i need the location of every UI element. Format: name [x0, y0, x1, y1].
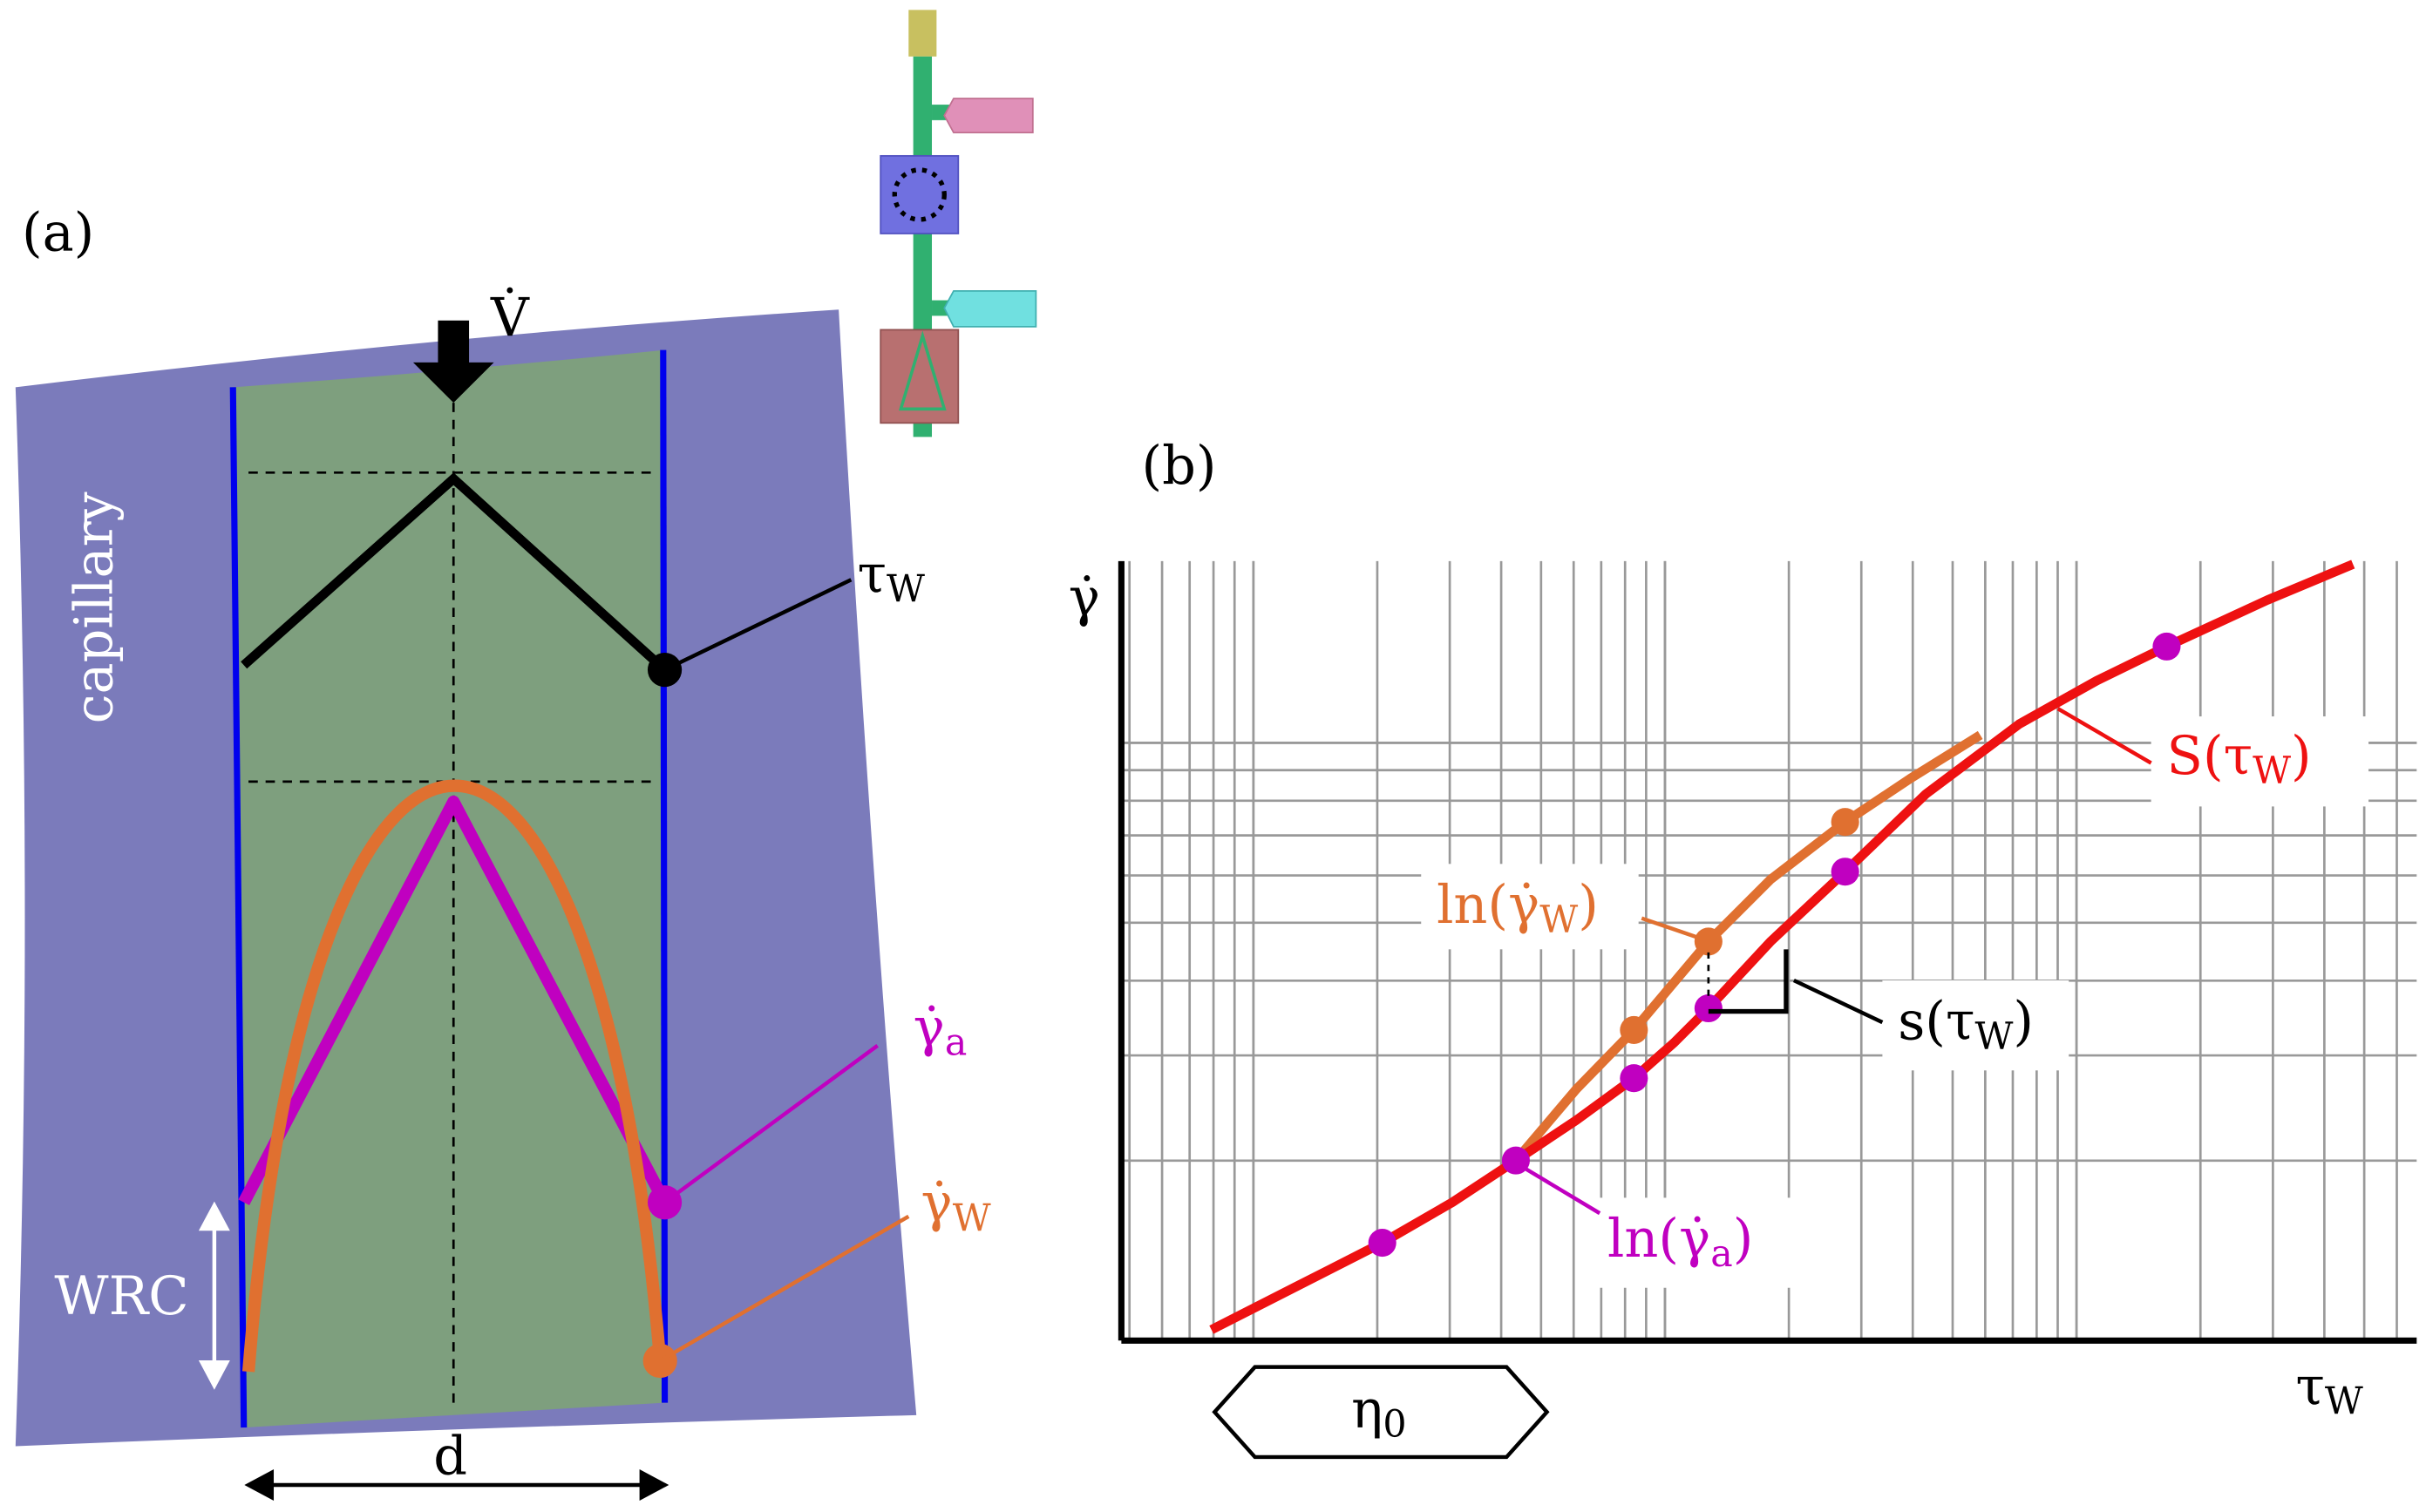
capillary-label: capillary	[64, 491, 125, 723]
leader	[659, 1214, 910, 1363]
leader	[663, 578, 853, 672]
text-part: )	[2013, 992, 2034, 1053]
leader	[663, 1043, 879, 1204]
eta0-label: η0	[1351, 1380, 1406, 1447]
text-part: )	[1578, 875, 1599, 936]
text-part: ln(	[1607, 1209, 1679, 1270]
wall-line	[660, 349, 669, 1403]
label-bg	[1421, 864, 1639, 950]
ln-gamma-a-label: ln(γ̇a)	[1607, 1209, 1753, 1276]
text-part: s(	[1898, 992, 1946, 1053]
text-part: W	[887, 567, 925, 611]
text-part: τ	[2224, 726, 2253, 787]
text-part: )	[2291, 726, 2312, 787]
label-bg	[2151, 716, 2369, 807]
ln-gamma-w-label: ln(γ̇W)	[1437, 875, 1599, 942]
text-part: η	[1351, 1380, 1383, 1441]
big-s-label: S(τW)	[2166, 726, 2311, 793]
text-part: 0	[1383, 1403, 1406, 1447]
text-part: S(	[2166, 726, 2223, 787]
label-bg	[1594, 1197, 1813, 1288]
x-axis-label: τW	[2295, 1356, 2363, 1423]
wall-shear-rate-profile	[241, 779, 667, 1373]
leader	[1520, 1164, 1601, 1216]
wall-line	[229, 387, 248, 1428]
flow-label: V̇	[490, 288, 530, 349]
flow-arrow	[412, 320, 494, 403]
gamma-w-label: γ̇W	[921, 1173, 991, 1240]
wrc-label: WRC	[54, 1266, 188, 1327]
text-part: τ	[1946, 992, 1975, 1053]
device-schematic	[880, 10, 1037, 437]
small-s-label: s(τW)	[1898, 992, 2034, 1059]
text-part: W	[2325, 1380, 2363, 1423]
text-part: τ	[2295, 1356, 2325, 1417]
text-part: )	[1733, 1209, 1754, 1270]
leader	[1641, 916, 1702, 940]
text-part: γ̇	[921, 1173, 953, 1234]
leader	[2056, 707, 2152, 765]
fluid	[233, 349, 665, 1428]
text-part: a	[1710, 1232, 1733, 1276]
leader	[1792, 978, 1884, 1025]
diameter-label: d	[433, 1427, 467, 1488]
ln-gamma-w-curve	[1512, 730, 1983, 1164]
apparent-shear-rate-profile	[238, 795, 670, 1206]
diameter-arrow	[244, 1469, 669, 1501]
text-part: W	[2253, 749, 2291, 793]
text-part: ln(	[1437, 875, 1508, 936]
slope-triangle	[1708, 949, 1789, 1014]
text-part: a	[945, 1020, 968, 1064]
apparent-points	[1368, 632, 2181, 1258]
wall-points	[1620, 808, 1859, 1045]
tau-label: τW	[857, 545, 925, 612]
text-part: W	[953, 1197, 991, 1240]
text-part: γ̇	[1508, 875, 1539, 936]
text-part: γ̇	[914, 998, 945, 1059]
dashed-guides	[248, 403, 653, 1407]
gamma-a-label: γ̇a	[914, 998, 968, 1065]
panel-label: (a)	[22, 203, 94, 264]
shear-stress-profile	[241, 472, 669, 674]
panel-label: (b)	[1142, 436, 1217, 497]
label-bg	[1882, 980, 2069, 1071]
text-part: W	[1974, 1014, 2013, 1058]
text-part: W	[1539, 898, 1578, 942]
text-part: γ̇	[1679, 1209, 1710, 1270]
wrc-arrow	[198, 1201, 230, 1390]
y-axis-label: γ̇	[1069, 567, 1100, 628]
point	[642, 1343, 677, 1379]
text-part: τ	[857, 545, 887, 606]
eta0-box	[1212, 1365, 1550, 1460]
